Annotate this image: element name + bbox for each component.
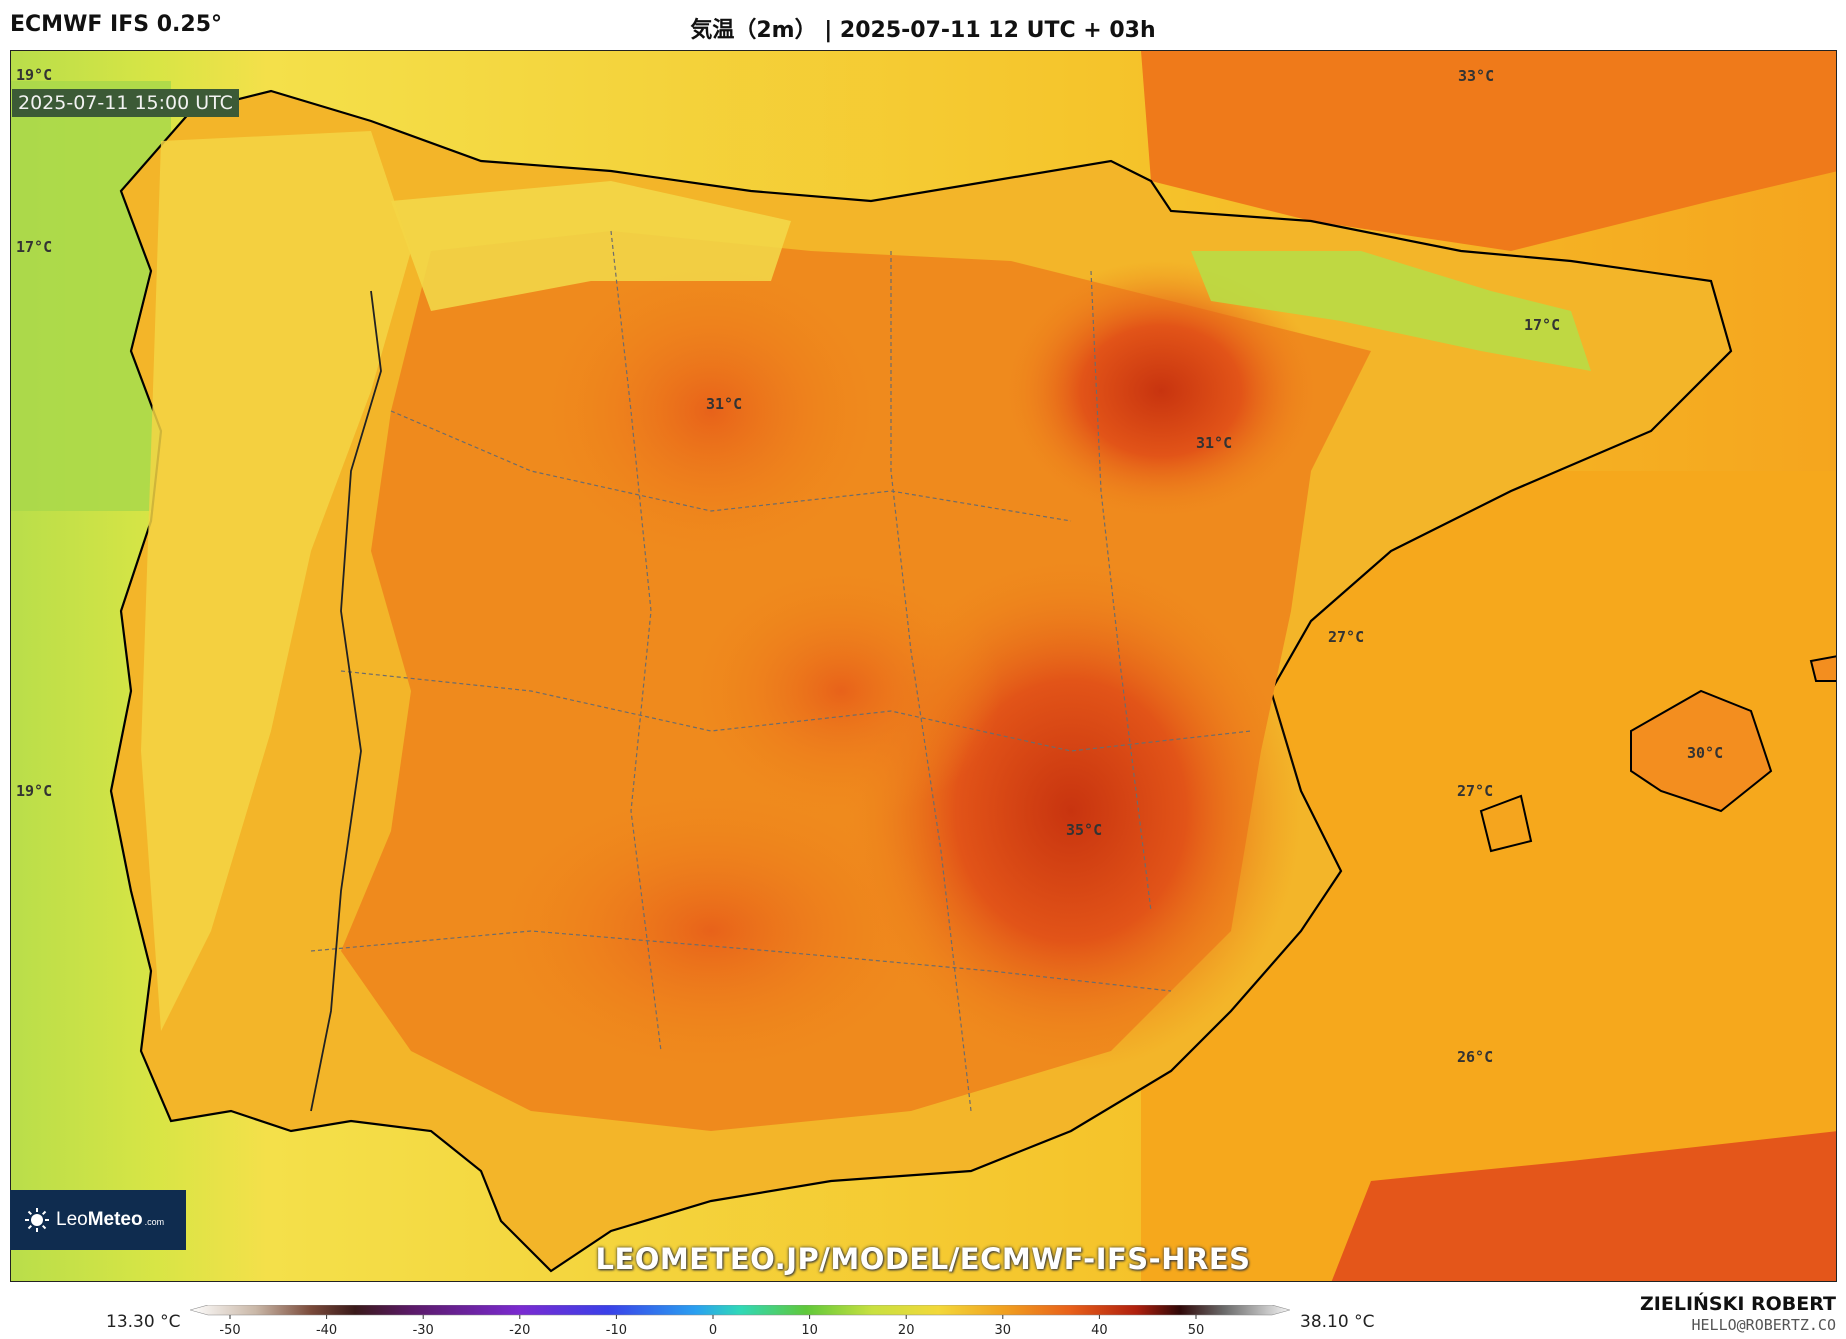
header: ECMWF IFS 0.25° 気温（2m） | 2025-07-11 12 U… xyxy=(0,0,1846,50)
scale-bar xyxy=(190,1305,1290,1316)
menorca xyxy=(1809,655,1836,682)
temp-label: 30°C xyxy=(1687,744,1724,762)
scale-tick-label: 30 xyxy=(995,1323,1012,1338)
footer: 13.30 °C xyxy=(0,1285,1846,1339)
author-name: ZIELIŃSKI ROBERT xyxy=(1640,1293,1836,1315)
logo-text: LeoMeteo .com xyxy=(56,1209,165,1230)
temp-label: 17°C xyxy=(1524,316,1561,334)
cantabrian-cool xyxy=(391,181,791,311)
scale-tick-label: -50 xyxy=(219,1323,240,1338)
temp-label: 31°C xyxy=(1196,434,1233,452)
temp-label: 26°C xyxy=(1457,1048,1494,1066)
africa-hot xyxy=(1331,1131,1836,1281)
hot-core-center xyxy=(681,561,1001,821)
map-canvas xyxy=(11,51,1836,1281)
temp-label: 19°C xyxy=(16,782,53,800)
temp-label: 31°C xyxy=(706,395,743,413)
temp-label: 33°C xyxy=(1458,67,1495,85)
galicia-mild xyxy=(141,131,411,1031)
hot-core-guadalquivir xyxy=(481,781,941,1081)
ibiza xyxy=(1479,794,1533,853)
model-title: ECMWF IFS 0.25° xyxy=(10,12,223,37)
valid-time-badge: 2025-07-11 15:00 UTC xyxy=(12,89,239,117)
scale-tick-label: -40 xyxy=(316,1323,337,1338)
scale-tick-label: -10 xyxy=(606,1323,627,1338)
scale-ticks: -50 -40 -30 -20 -10 0 10 20 30 40 50 xyxy=(219,1315,1204,1338)
scale-tick-label: 20 xyxy=(898,1323,915,1338)
hot-core-north xyxy=(531,251,891,571)
author-email[interactable]: HELLO@ROBERTZ.CO xyxy=(1691,1316,1837,1334)
scale-tick-label: -20 xyxy=(509,1323,530,1338)
scale-tick-label: 0 xyxy=(709,1323,717,1338)
temp-label: 27°C xyxy=(1328,628,1365,646)
source-watermark: LEOMETEO.JP/MODEL/ECMWF-IFS-HRES xyxy=(595,1242,1251,1276)
temperature-map[interactable] xyxy=(10,50,1837,1282)
region-borders xyxy=(310,230,1252,1112)
max-temperature: 38.10 °C xyxy=(1300,1312,1375,1332)
leometeo-logo[interactable]: LeoMeteo .com xyxy=(10,1190,186,1250)
scale-tick-label: 50 xyxy=(1188,1323,1205,1338)
scale-tick-label: 40 xyxy=(1091,1323,1108,1338)
temp-label: 35°C xyxy=(1066,821,1103,839)
portugal-border xyxy=(310,290,382,1112)
temp-label: 27°C xyxy=(1457,782,1494,800)
color-scale: -50 -40 -30 -20 -10 0 10 20 30 40 50 xyxy=(190,1305,1290,1338)
pyrenees-cool xyxy=(1191,251,1591,371)
min-temperature: 13.30 °C xyxy=(106,1312,181,1332)
sun-icon xyxy=(25,1208,49,1232)
mallorca xyxy=(1630,689,1773,813)
scale-tick-label: 10 xyxy=(801,1323,818,1338)
temp-label: 17°C xyxy=(16,238,53,256)
scale-tick-label: -30 xyxy=(413,1323,434,1338)
france-hot xyxy=(1141,51,1836,251)
hot-core-northeast xyxy=(1001,261,1321,521)
run-title: 気温（2m） | 2025-07-11 12 UTC + 03h xyxy=(690,18,1156,43)
temp-label: 19°C xyxy=(16,66,53,84)
